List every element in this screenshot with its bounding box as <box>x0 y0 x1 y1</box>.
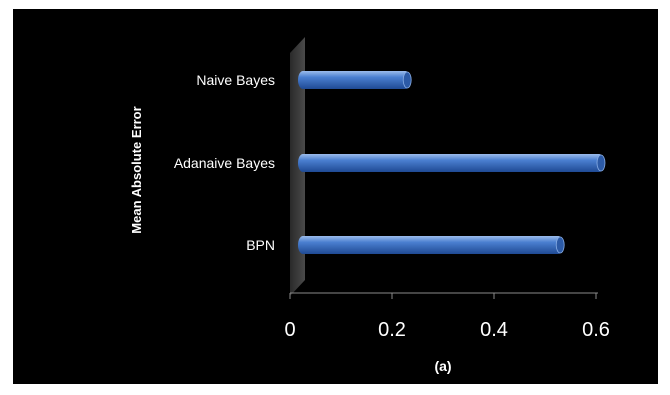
category-label: Adanaive Bayes <box>174 155 275 171</box>
category-labels: Naive Bayes Adanaive Bayes BPN <box>174 72 275 253</box>
category-label: Naive Bayes <box>196 72 275 88</box>
bar-adanaive-bayes <box>298 154 606 172</box>
x-tick-marks <box>289 293 597 299</box>
x-axis-title: (a) <box>434 358 451 374</box>
chart-frame: Naive Bayes Adanaive Bayes BPN 0 0.2 0.4 0.6 … <box>13 9 658 384</box>
y-axis-title: Mean Absolute Error <box>129 106 144 233</box>
x-tick-label: 0.2 <box>378 319 406 341</box>
x-tick-labels: 0 0.2 0.4 0.6 <box>284 319 609 341</box>
x-tick-label: 0.6 <box>582 319 610 341</box>
x-tick-label: 0 <box>284 319 295 341</box>
bar-naive-bayes <box>298 71 412 89</box>
back-wall <box>290 37 305 296</box>
category-label: BPN <box>246 237 275 253</box>
bar-bpn <box>298 236 565 254</box>
bars <box>298 71 606 254</box>
x-tick-label: 0.4 <box>480 319 508 341</box>
